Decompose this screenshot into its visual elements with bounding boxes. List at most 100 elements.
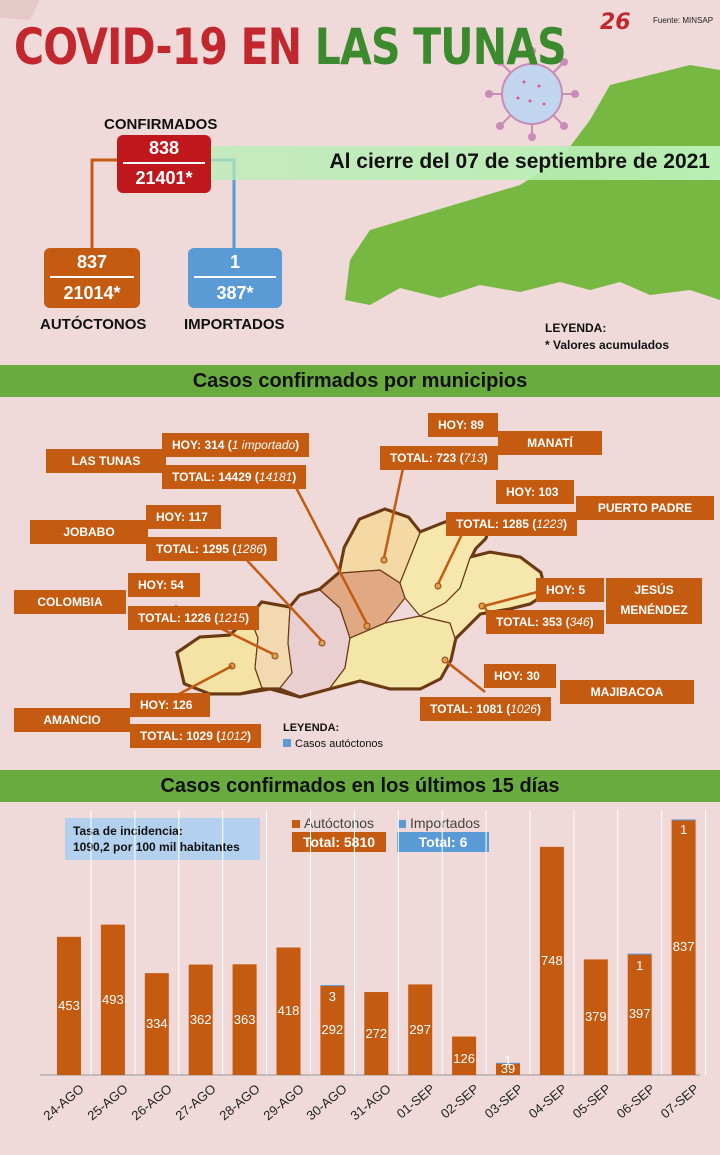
bar-label-autoctonos: 363 xyxy=(233,1011,256,1027)
bar-label-autoctonos: 126 xyxy=(453,1050,475,1066)
bar-label-autoctonos: 379 xyxy=(584,1009,607,1025)
bar-label-autoctonos: 493 xyxy=(102,991,124,1007)
bar-autoctonos xyxy=(144,973,169,1075)
source-label: Fuente: MINSAP xyxy=(653,16,714,25)
bar-autoctonos xyxy=(364,992,389,1075)
jobabo-total: TOTAL: 1295 (1286) xyxy=(146,537,277,561)
bar-importados xyxy=(320,985,345,987)
jobabo-hoy: HOY: 117 xyxy=(146,505,221,529)
bar-autoctonos xyxy=(671,819,696,1075)
confirmados-acum: 21401* xyxy=(135,168,193,188)
lastunas-name: LAS TUNAS xyxy=(46,449,166,473)
green-land xyxy=(345,65,720,305)
lastunas-hoy: HOY: 314 (1 importado) xyxy=(162,433,310,457)
bar-autoctonos xyxy=(408,984,433,1075)
legend-autoctonos-label: Autóctonos xyxy=(304,815,375,831)
bar-label-autoctonos: 418 xyxy=(277,1003,300,1019)
autoctonos-acum: 21014* xyxy=(63,282,121,303)
cierre-banner: Al cierre del 07 de septiembre de 2021 xyxy=(210,146,720,180)
bar-autoctonos xyxy=(57,936,81,1075)
bar-label-importados: 1 xyxy=(504,1052,512,1068)
bar-autoctonos xyxy=(539,846,564,1075)
connector-lines xyxy=(90,158,236,250)
incidence-line2: 1090,2 por 100 mil habitantes xyxy=(73,840,240,854)
total-importados: Total: 6 xyxy=(397,832,489,852)
bar-importados xyxy=(671,819,696,821)
jobabo-name: JOBABO xyxy=(30,520,148,544)
incidence-box: Tasa de incidencia: 1090,2 por 100 mil h… xyxy=(65,818,260,860)
bar-label-autoctonos: 297 xyxy=(409,1021,432,1037)
bar-chart: 453 24-AGO 493 25-AGO 334 26-AGO 362 27-AGO 363 2… xyxy=(0,800,720,1155)
bar-label-autoctonos: 397 xyxy=(628,1006,651,1022)
colombia-total: TOTAL: 1226 (1215) xyxy=(128,606,259,630)
legend-autoctonos: Autóctonos xyxy=(292,815,374,831)
jesusmenendez-total: TOTAL: 353 (346) xyxy=(486,610,604,634)
bar-autoctonos xyxy=(627,953,652,1075)
colombia-hoy: HOY: 54 xyxy=(128,573,200,597)
amancio-total: TOTAL: 1029 (1012) xyxy=(130,724,261,748)
importados-box: 1 387* xyxy=(188,248,282,308)
bar-autoctonos xyxy=(452,1036,477,1075)
legend-importados-label: Importados xyxy=(410,815,481,831)
importados-acum: 387* xyxy=(216,282,254,303)
total-autoctonos: Total: 5810 xyxy=(292,832,386,852)
importados-label: IMPORTADOS xyxy=(184,316,285,333)
importados-hoy: 1 xyxy=(194,248,276,278)
jesusmenendez-hoy: HOY: 5 xyxy=(536,578,604,602)
bar-autoctonos xyxy=(188,964,213,1075)
bar-autoctonos xyxy=(276,947,301,1075)
majibacoa-hoy: HOY: 30 xyxy=(484,664,556,688)
autoctonos-hoy: 837 xyxy=(50,248,134,278)
map-leyenda-item: Casos autóctonos xyxy=(283,738,383,750)
map-legend-swatch xyxy=(283,739,291,747)
manati-name: MANATÍ xyxy=(498,431,602,455)
virus-icon xyxy=(485,47,579,141)
legend-autoctonos-swatch xyxy=(292,820,300,828)
bar-label-autoctonos: 39 xyxy=(500,1061,516,1077)
chart-title: Casos confirmados en los últimos 15 días xyxy=(0,770,720,802)
background-map xyxy=(0,0,720,305)
colombia-name: COLOMBIA xyxy=(14,590,126,614)
title-part1: COVID-19 EN xyxy=(14,18,315,76)
amancio-name: AMANCIO xyxy=(14,708,130,732)
jesusmenendez-name: JESÚS MENÉNDEZ xyxy=(606,578,702,624)
chart-svg xyxy=(40,810,707,1076)
legend-importados: Importados xyxy=(398,815,480,831)
autoctonos-box: 837 21014* xyxy=(44,248,140,308)
puertopadre-total: TOTAL: 1285 (1223) xyxy=(446,512,577,536)
lastunas-total: TOTAL: 14429 (14181) xyxy=(162,465,307,489)
bar-autoctonos xyxy=(100,924,125,1075)
confirmados-box: 838 21401* xyxy=(117,135,211,193)
puertopadre-hoy: HOY: 103 xyxy=(496,480,574,504)
bar-label-autoctonos: 272 xyxy=(365,1025,388,1041)
page-title: COVID-19 EN LAS TUNAS xyxy=(14,18,567,76)
legend-importados-swatch xyxy=(398,820,406,828)
bar-label-autoctonos: 453 xyxy=(58,997,80,1013)
autoctonos-label: AUTÓCTONOS xyxy=(40,316,147,333)
bar-autoctonos xyxy=(583,959,608,1075)
bar-label-importados: 1 xyxy=(636,957,644,973)
bar-label-importados: 1 xyxy=(679,821,688,837)
puertopadre-name: PUERTO PADRE xyxy=(576,496,714,520)
leyenda-text: * Valores acumulados xyxy=(545,338,670,352)
manati-hoy: HOY: 89 xyxy=(428,413,498,437)
cierre-text: Al cierre del 07 de septiembre de 2021 xyxy=(329,150,710,173)
majibacoa-total: TOTAL: 1081 (1026) xyxy=(420,697,551,721)
amancio-hoy: HOY: 126 xyxy=(130,693,210,717)
leyenda-title: LEYENDA: xyxy=(545,321,607,335)
title-part2: LAS TUNAS xyxy=(314,18,567,76)
bar-label-autoctonos: 748 xyxy=(541,952,563,968)
bar-importados xyxy=(627,953,652,955)
incidence-line1: Tasa de incidencia: xyxy=(73,824,183,838)
confirmados-label: CONFIRMADOS xyxy=(104,116,218,133)
manati-total: TOTAL: 723 (713) xyxy=(380,446,498,470)
logo: 26 xyxy=(600,10,631,35)
municipios-title: Casos confirmados por municipios xyxy=(0,365,720,397)
map-leyenda-text: Casos autóctonos xyxy=(295,738,384,750)
municipios-map xyxy=(159,453,548,706)
bar-autoctonos xyxy=(496,1063,520,1075)
bar-autoctonos xyxy=(320,985,345,1075)
bar-importados xyxy=(496,1062,520,1064)
map-leyenda-title: LEYENDA: xyxy=(283,722,340,734)
